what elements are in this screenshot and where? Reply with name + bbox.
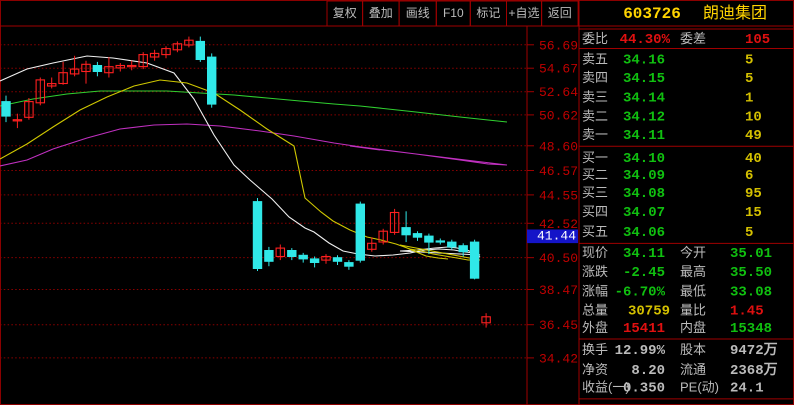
svg-text:卖四: 卖四 — [582, 70, 608, 85]
svg-text:1: 1 — [745, 90, 753, 106]
svg-text:内盘: 内盘 — [680, 320, 706, 335]
svg-text:34.11: 34.11 — [623, 128, 665, 144]
svg-text:最高: 最高 — [680, 264, 706, 279]
svg-text:48.60: 48.60 — [539, 139, 578, 154]
svg-text:买五: 买五 — [582, 224, 608, 239]
svg-text:朗迪集团: 朗迪集团 — [703, 4, 767, 22]
svg-text:流通: 流通 — [680, 362, 706, 377]
svg-text:15348: 15348 — [730, 321, 772, 337]
svg-text:返回: 返回 — [548, 6, 572, 20]
svg-text:34.07: 34.07 — [623, 205, 665, 221]
svg-text:95: 95 — [745, 186, 762, 202]
svg-text:34.08: 34.08 — [623, 186, 665, 202]
svg-text:5: 5 — [745, 225, 753, 241]
svg-text:最低: 最低 — [680, 284, 706, 299]
svg-text:54.67: 54.67 — [539, 62, 578, 77]
svg-text:涨幅: 涨幅 — [582, 284, 608, 299]
svg-text:44.55: 44.55 — [539, 188, 578, 203]
svg-text:34.11: 34.11 — [623, 246, 665, 262]
svg-text:买三: 买三 — [582, 185, 608, 200]
svg-text:50.62: 50.62 — [539, 108, 578, 123]
svg-text:-2.45: -2.45 — [623, 265, 665, 281]
svg-text:34.06: 34.06 — [623, 225, 665, 241]
svg-text:34.12: 34.12 — [623, 109, 665, 125]
svg-text:49: 49 — [745, 128, 762, 144]
svg-text:34.42: 34.42 — [539, 351, 578, 366]
svg-text:总量: 总量 — [582, 303, 608, 318]
svg-text:卖五: 卖五 — [582, 51, 608, 66]
svg-text:今开: 今开 — [680, 245, 706, 260]
svg-text:买四: 买四 — [582, 204, 608, 219]
svg-text:15411: 15411 — [623, 321, 665, 337]
svg-text:叠加: 叠加 — [369, 6, 393, 20]
svg-text:买二: 买二 — [582, 167, 608, 182]
svg-text:卖一: 卖一 — [582, 127, 608, 142]
svg-text:标记: 标记 — [476, 6, 500, 20]
svg-text:12.99%: 12.99% — [615, 343, 666, 359]
svg-text:34.09: 34.09 — [623, 168, 665, 184]
svg-text:52.64: 52.64 — [539, 85, 578, 100]
svg-text:净资: 净资 — [582, 362, 608, 377]
svg-text:56.69: 56.69 — [539, 38, 578, 53]
svg-text:复权: 复权 — [333, 6, 357, 20]
svg-text:9472万: 9472万 — [730, 342, 778, 359]
svg-text:买一: 买一 — [582, 150, 608, 165]
svg-text:5: 5 — [745, 71, 753, 87]
svg-text:股本: 股本 — [680, 342, 706, 357]
svg-text:38.47: 38.47 — [539, 283, 578, 298]
svg-text:10: 10 — [745, 109, 762, 125]
svg-text:35.01: 35.01 — [730, 246, 772, 262]
svg-text:33.08: 33.08 — [730, 285, 772, 301]
svg-text:卖三: 卖三 — [582, 89, 608, 104]
svg-text:8.20: 8.20 — [631, 363, 665, 379]
svg-text:换手: 换手 — [582, 342, 608, 357]
svg-text:5: 5 — [745, 52, 753, 68]
svg-text:外盘: 外盘 — [582, 320, 608, 335]
svg-text:0.350: 0.350 — [623, 381, 665, 397]
svg-text:24.1: 24.1 — [730, 381, 764, 397]
svg-text:40: 40 — [745, 151, 762, 167]
svg-text:34.10: 34.10 — [623, 151, 665, 167]
svg-text:卖二: 卖二 — [582, 108, 608, 123]
svg-text:46.57: 46.57 — [539, 164, 578, 179]
svg-text:涨跌: 涨跌 — [582, 264, 608, 279]
svg-text:1.45: 1.45 — [730, 304, 764, 320]
svg-text:36.45: 36.45 — [539, 318, 578, 333]
svg-text:41.44: 41.44 — [537, 229, 576, 244]
svg-text:35.50: 35.50 — [730, 265, 772, 281]
svg-text:34.15: 34.15 — [623, 71, 665, 87]
svg-text:34.14: 34.14 — [623, 90, 665, 106]
svg-text:-6.70%: -6.70% — [615, 285, 666, 301]
svg-text:委差: 委差 — [680, 31, 706, 46]
svg-text:30759: 30759 — [628, 304, 670, 320]
svg-text:603726: 603726 — [623, 5, 681, 23]
svg-text:44.30%: 44.30% — [620, 32, 671, 48]
svg-text:量比: 量比 — [680, 303, 706, 318]
svg-text:委比: 委比 — [582, 31, 608, 46]
svg-text:PE(动): PE(动) — [680, 380, 719, 395]
svg-text:画线: 画线 — [406, 6, 430, 20]
svg-text:2368万: 2368万 — [730, 362, 778, 379]
svg-text:F10: F10 — [443, 6, 464, 20]
svg-text:15: 15 — [745, 205, 762, 221]
svg-text:+自选: +自选 — [508, 6, 539, 20]
svg-text:105: 105 — [745, 32, 770, 48]
svg-text:40.50: 40.50 — [539, 251, 578, 266]
svg-text:6: 6 — [745, 168, 753, 184]
svg-text:34.16: 34.16 — [623, 52, 665, 68]
svg-text:现价: 现价 — [582, 245, 608, 260]
